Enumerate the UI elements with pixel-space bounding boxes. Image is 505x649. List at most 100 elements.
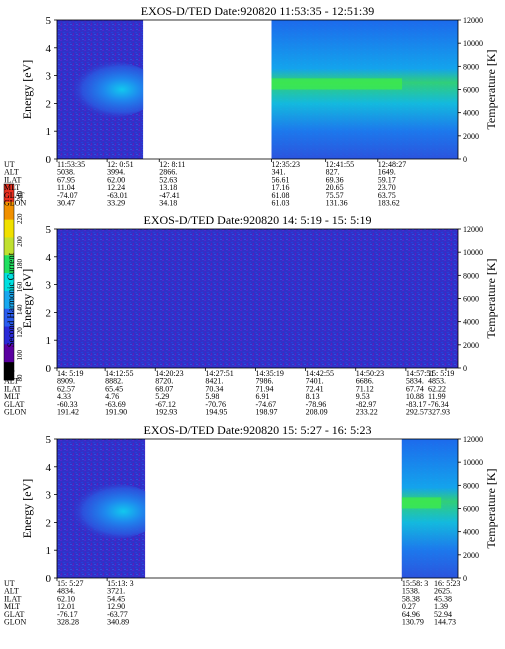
y-tick-label: 2 (46, 98, 52, 110)
colorbar-tick-label: 240 (16, 190, 24, 201)
y2-axis-label: Temperature [K] (484, 258, 498, 338)
orbit-cell: 14:20:23 (155, 369, 183, 378)
colorbar-cell (4, 326, 14, 345)
orbit-cell: -83.17 (406, 400, 427, 409)
y-tick-label: 5 (46, 15, 52, 27)
y2-axis-label: Temperature [K] (484, 49, 498, 129)
orbit-cell: 8720. (155, 377, 173, 386)
y-axis-label: Energy [eV] (20, 269, 34, 328)
orbit-cell: 33.29 (107, 199, 125, 208)
orbit-row-label: GLON (4, 408, 26, 417)
orbit-cell: 3994. (107, 168, 125, 177)
enhanced-energy-band (63, 483, 161, 540)
orbit-cell: 58.38 (402, 594, 420, 603)
orbit-cell: -63.01 (107, 191, 128, 200)
data-gap (145, 439, 402, 578)
orbit-cell: 4.76 (105, 392, 119, 401)
orbit-cell: 62.22 (428, 384, 446, 393)
orbit-cell: 12:48:27 (378, 160, 406, 169)
orbit-cell: 11.99 (428, 392, 446, 401)
orbit-cell: -76.34 (428, 400, 449, 409)
orbit-cell: 0.27 (402, 602, 416, 611)
colorbar: Second Harmonic Current 80 100 120 140 160 18… (3, 183, 24, 382)
y2-tick-label: 8000 (463, 62, 479, 71)
orbit-cell: 64.96 (402, 610, 420, 619)
orbit-row-label: GLAT (4, 400, 25, 409)
orbit-cell: 1649. (378, 168, 396, 177)
orbit-cell: 8882. (105, 377, 123, 386)
colorbar-tick-label: 140 (16, 304, 24, 315)
orbit-cell: 14:50:23 (356, 369, 384, 378)
orbit-row-label: GLON (4, 199, 26, 208)
y2-axis-label: Temperature [K] (484, 468, 498, 548)
orbit-cell: 2625. (434, 587, 452, 596)
orbit-cell: 7986. (255, 377, 273, 386)
colorbar-cell (4, 237, 14, 256)
y-tick-label: 3 (46, 280, 52, 292)
orbit-cell: 827. (326, 168, 340, 177)
orbit-cell: -63.69 (105, 400, 126, 409)
orbit-cell: 14:42:55 (306, 369, 334, 378)
y2-tick-label: 2000 (463, 132, 479, 141)
y2-tick-label: 0 (463, 574, 467, 583)
y-tick-label: 5 (46, 434, 52, 446)
orbit-row-label: GLAT (4, 191, 25, 200)
orbit-cell: 5038. (57, 168, 75, 177)
orbit-cell: 14:27:51 (205, 369, 233, 378)
colorbar-tick-label: 100 (16, 350, 24, 361)
orbit-cell: 14: 5:19 (57, 369, 83, 378)
y2-tick-label: 4000 (463, 318, 479, 327)
orbit-cell: 75.57 (326, 191, 344, 200)
panel-3: EXOS-D/TED Date:920820 15: 5:27 - 16: 5:… (4, 423, 498, 627)
colorbar-cell (4, 219, 14, 238)
orbit-cell: -78.96 (306, 400, 327, 409)
orbit-cell: -47.41 (159, 191, 180, 200)
orbit-cell: 198.97 (255, 408, 277, 417)
orbit-cell: 14:57:51 (406, 369, 434, 378)
y2-tick-label: 10000 (463, 458, 483, 467)
orbit-cell: 12: 0:51 (107, 160, 133, 169)
orbit-cell: 5.98 (205, 392, 219, 401)
orbit-row-label: GLAT (4, 610, 25, 619)
orbit-cell: 13.18 (159, 183, 177, 192)
y-tick-label: 4 (46, 252, 52, 264)
orbit-cell: 208.09 (306, 408, 328, 417)
orbit-row-label: UT (4, 579, 15, 588)
orbit-cell: 10.88 (406, 392, 424, 401)
orbit-cell: 12:41:55 (326, 160, 354, 169)
orbit-row-label: MLT (4, 392, 20, 401)
orbit-cell: 233.22 (356, 408, 378, 417)
orbit-cell: 56.61 (272, 175, 290, 184)
y2-tick-label: 2000 (463, 341, 479, 350)
orbit-cell: 15:13: 3 (107, 579, 133, 588)
y2-tick-label: 0 (463, 364, 467, 373)
orbit-cell: 52.63 (159, 175, 177, 184)
orbit-cell: 17.16 (272, 183, 290, 192)
colorbar-cell (4, 255, 14, 274)
orbit-cell: -74.67 (255, 400, 276, 409)
orbit-cell: 12: 8:11 (159, 160, 185, 169)
y2-tick-label: 8000 (463, 481, 479, 490)
orbit-cell: 62.57 (57, 384, 75, 393)
y-tick-label: 4 (46, 462, 52, 474)
y2-tick-label: 6000 (463, 505, 479, 514)
y2-tick-label: 8000 (463, 271, 479, 280)
orbit-row-label: ILAT (4, 175, 21, 184)
orbit-cell: 71.12 (356, 384, 374, 393)
orbit-cell: 45.38 (434, 594, 452, 603)
y-tick-label: 3 (46, 490, 52, 502)
orbit-cell: 6686. (356, 377, 374, 386)
orbit-cell: 191.90 (105, 408, 127, 417)
orbit-row-label: ALT (4, 168, 19, 177)
orbit-cell: 340.89 (107, 618, 129, 627)
orbit-cell: 9.53 (356, 392, 370, 401)
colorbar-cell (4, 290, 14, 310)
panel-title: EXOS-D/TED Date:920820 15: 5:27 - 16: 5:… (144, 423, 372, 437)
colorbar-tick-label: 120 (16, 327, 24, 338)
orbit-cell: 65.45 (105, 384, 123, 393)
orbit-cell: 15: 5:19 (428, 369, 454, 378)
orbit-cell: -70.76 (205, 400, 226, 409)
orbit-cell: 194.95 (205, 408, 227, 417)
orbit-cell: 59.17 (378, 175, 396, 184)
y-tick-label: 3 (46, 71, 52, 83)
